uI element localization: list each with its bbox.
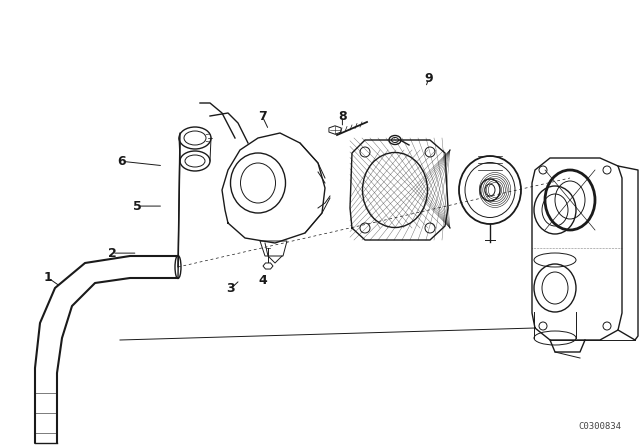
Text: 5: 5 — [133, 199, 142, 213]
Text: C0300834: C0300834 — [579, 422, 621, 431]
Text: 9: 9 — [424, 72, 433, 85]
Text: 6: 6 — [117, 155, 126, 168]
Text: 1: 1 — [44, 271, 52, 284]
Text: 8: 8 — [338, 110, 347, 123]
Text: 2: 2 — [108, 246, 116, 260]
Text: 7: 7 — [258, 110, 267, 123]
Text: 3: 3 — [226, 282, 235, 296]
Text: 4: 4 — [258, 273, 267, 287]
